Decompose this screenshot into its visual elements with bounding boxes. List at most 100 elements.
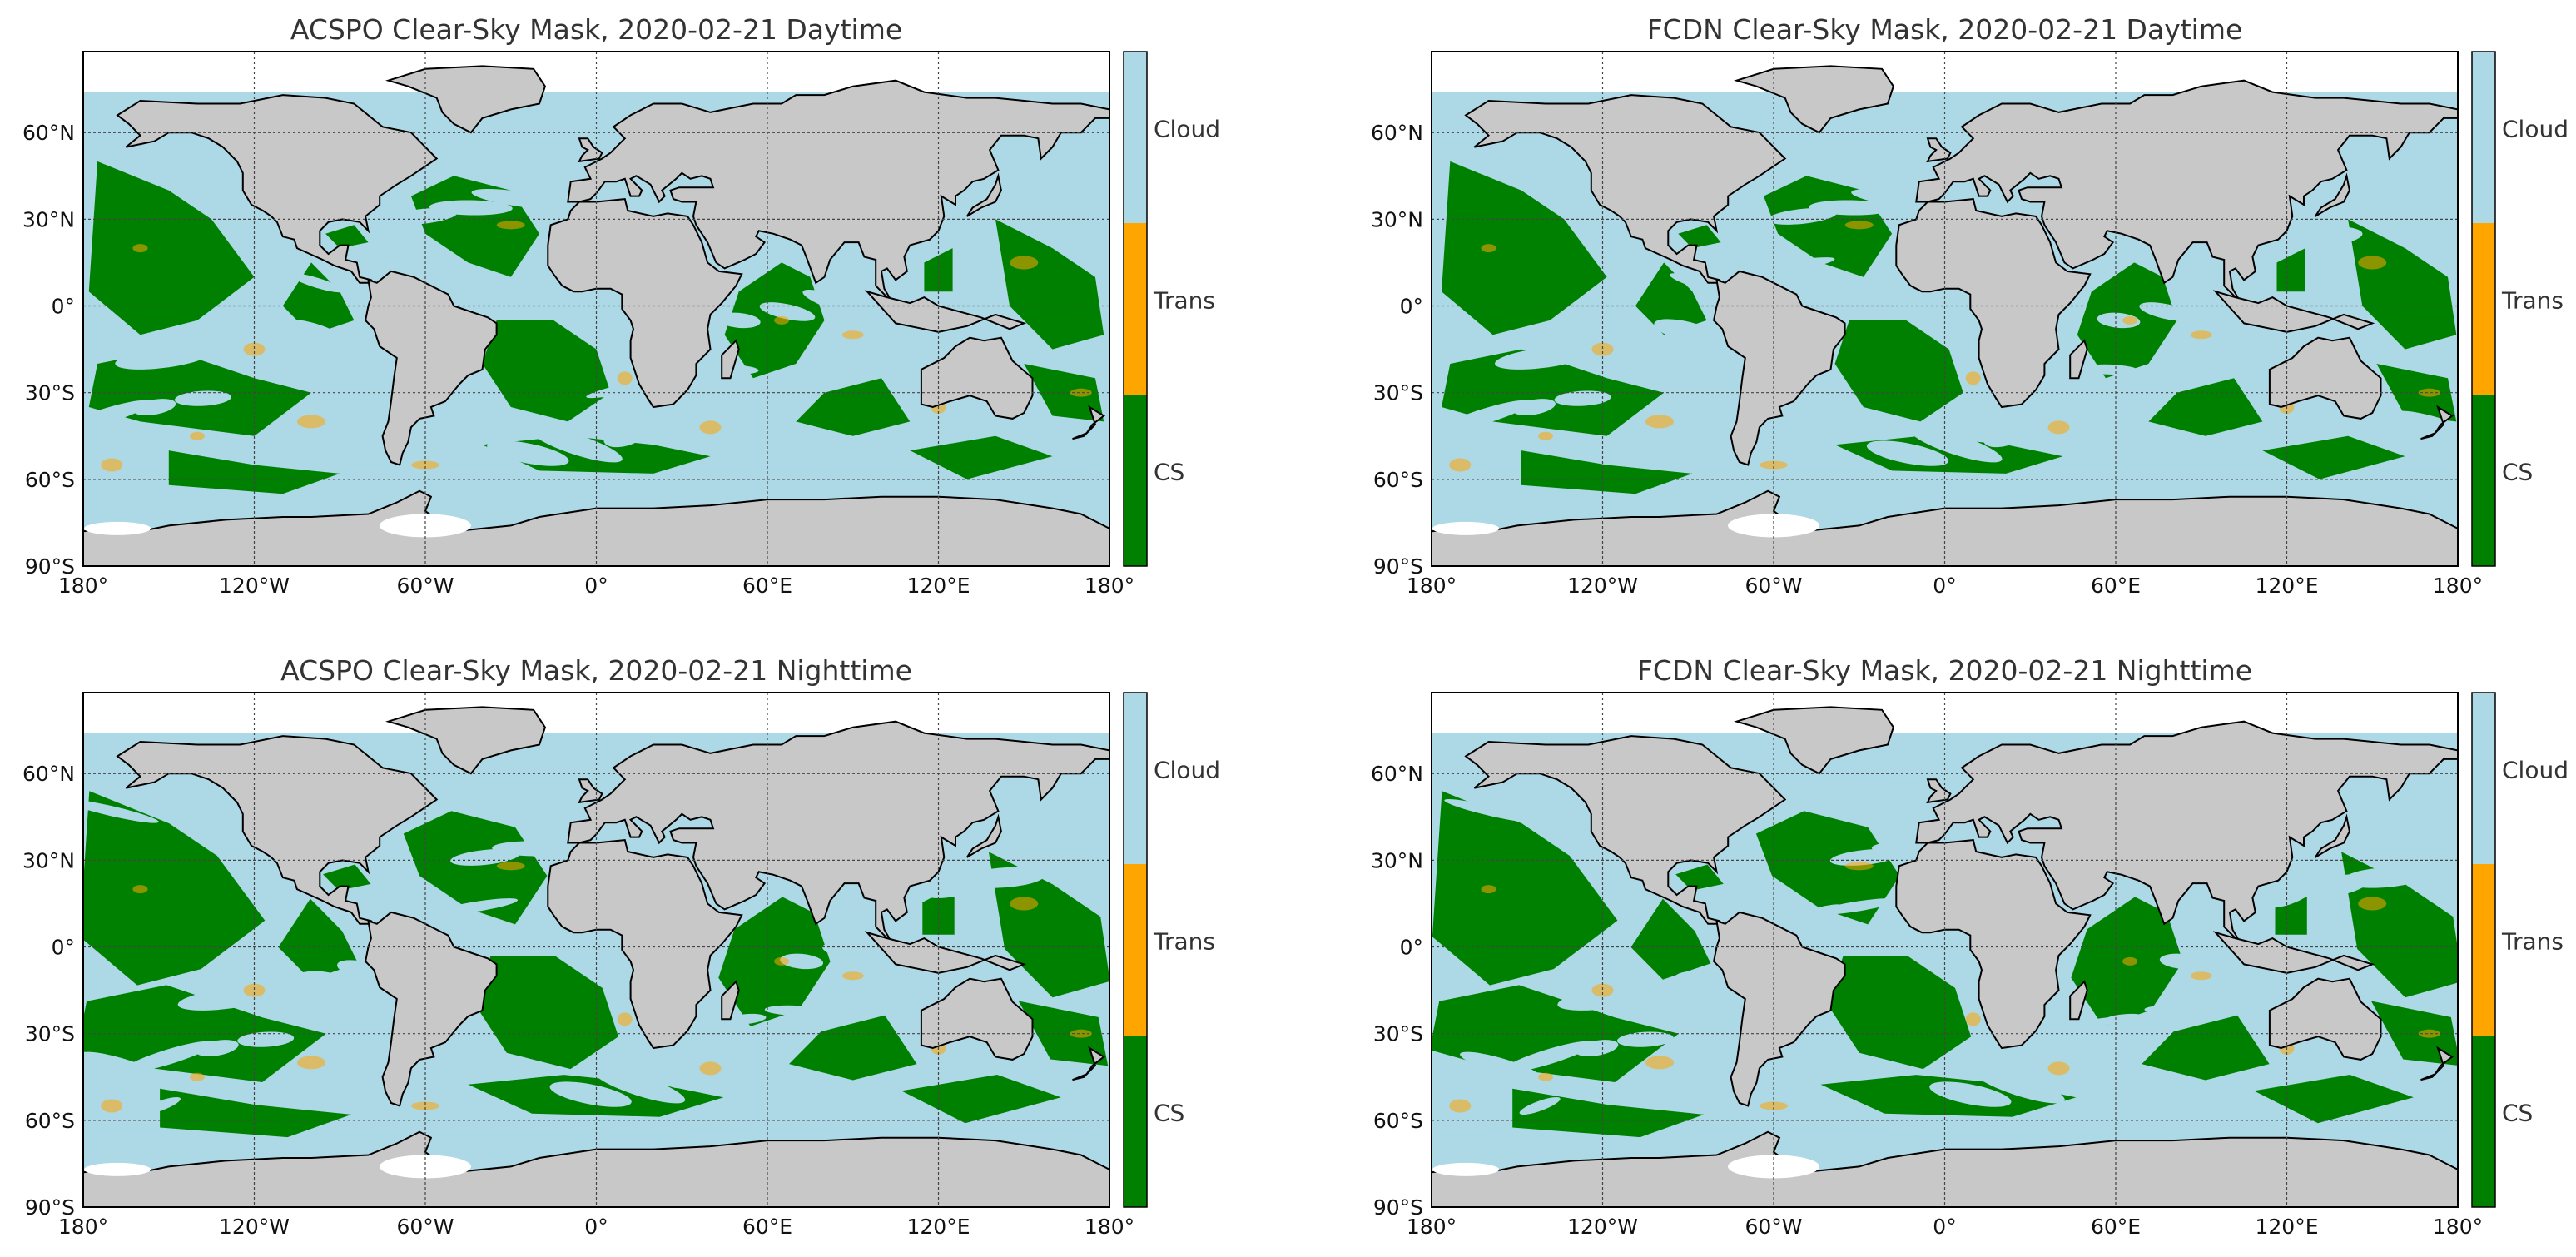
clear-sky-region: [789, 1015, 917, 1081]
transition-patch: [496, 221, 525, 230]
lat-tick-label: 30°S: [1373, 381, 1423, 405]
land-south-america: [1713, 911, 1846, 1107]
map-figure-acspo-night: ACSPO Clear-Sky Mask, 2020-02-21 Nightti…: [22, 654, 1220, 1239]
clear-sky-region: [403, 811, 548, 925]
colorbar-label: Cloud: [2502, 757, 2569, 784]
cloud-streak: [174, 390, 231, 406]
lon-tick-label: 180°: [1085, 1215, 1134, 1239]
colorbar-label: Trans: [2501, 928, 2564, 956]
cloud-streak: [1654, 319, 1723, 345]
land-greenland: [1734, 706, 1895, 775]
transition-patch: [1070, 1029, 1092, 1038]
clear-sky-region: [1827, 956, 1972, 1070]
colorbar-segment: [1124, 52, 1147, 223]
lon-tick-label: 60°E: [2091, 1215, 2141, 1239]
clear-sky-region: [2348, 219, 2457, 350]
lat-tick-label: 90°S: [1373, 554, 1423, 579]
lat-tick-label: 30°N: [1371, 207, 1423, 231]
clear-sky-region: [83, 791, 266, 986]
transition-patch: [2122, 956, 2138, 966]
land-australia: [920, 977, 1034, 1061]
cloud-streak: [471, 189, 568, 210]
transition-patch: [617, 1012, 633, 1026]
lat-tick-label: 30°N: [22, 207, 75, 231]
lon-tick-label: 180°: [2433, 1215, 2483, 1239]
transition-patch: [1591, 983, 1614, 997]
cloud-streak: [780, 953, 824, 970]
ice-shelf-weddell: [1728, 1155, 1819, 1179]
transition-patch: [1760, 460, 1788, 470]
ice-shelf-ross: [84, 1162, 151, 1176]
cloud-streak: [331, 263, 400, 286]
clear-sky-region: [910, 435, 1053, 479]
cloud-streak: [1554, 390, 1611, 406]
transition-patch: [841, 971, 864, 981]
colorbar-frame: [2471, 692, 2496, 1208]
land-indonesia: [2212, 931, 2375, 974]
colorbar-label: CS: [2502, 459, 2533, 486]
colorbar-label: Cloud: [2502, 116, 2569, 143]
cloud-streak: [139, 1096, 181, 1115]
cloud-streak: [2259, 882, 2315, 908]
map-figure-fcdn-night: FCDN Clear-Sky Mask, 2020-02-21 Nighttim…: [1371, 654, 2569, 1239]
cloud-streak: [1494, 346, 1591, 370]
land-japan: [2314, 172, 2350, 217]
cloud-streak: [1020, 812, 1103, 827]
lon-tick-label: 120°E: [906, 574, 970, 598]
clear-sky-region: [1521, 450, 1693, 494]
transition-patch: [496, 862, 525, 871]
clear-sky-region: [1442, 161, 1607, 335]
cloud-streak: [603, 425, 647, 448]
clear-sky-region: [901, 1075, 1061, 1124]
land-indonesia: [864, 931, 1027, 974]
cloud-streak: [2357, 823, 2428, 834]
transition-patch: [1760, 1101, 1788, 1110]
transition-patch: [774, 315, 790, 325]
cloud-streak: [2395, 410, 2458, 439]
clear-sky-region: [474, 956, 618, 1070]
panel-title: FCDN Clear-Sky Mask, 2020-02-21 Nighttim…: [1637, 654, 2252, 687]
lat-tick-label: 30°S: [25, 1022, 75, 1046]
land-south-america: [365, 911, 498, 1107]
land-uk: [578, 778, 603, 804]
land-japan: [2314, 813, 2350, 858]
map-frame: [82, 51, 1110, 567]
clear-sky-region: [796, 378, 911, 436]
cloud-streak: [1460, 1051, 1541, 1080]
cloud-streak: [759, 302, 816, 321]
clear-sky-region: [1630, 898, 1711, 980]
lon-tick-label: 180°: [1407, 1215, 1457, 1239]
map-layers: [1432, 52, 2458, 566]
lon-tick-label: 120°W: [219, 1215, 290, 1239]
cloud-streak: [2379, 158, 2458, 182]
map-frame: [1431, 51, 2459, 567]
cloud-streak: [1851, 189, 1948, 210]
map-figure-acspo-day: ACSPO Clear-Sky Mask, 2020-02-21 Daytime…: [22, 13, 1220, 598]
lon-tick-label: 60°W: [1745, 1215, 1802, 1239]
transition-patch: [1645, 1056, 1674, 1070]
cloud-streak: [822, 943, 878, 962]
colorbar-label: CS: [1154, 459, 1184, 486]
land-north-america: [1464, 94, 1787, 284]
cloud-streak: [115, 346, 211, 370]
cloud-streak: [290, 273, 345, 293]
cloud-streak: [1973, 1067, 2065, 1104]
land-eurasia: [1915, 79, 2458, 304]
clear-sky-region: [1834, 320, 1963, 422]
lat-tick-label: 30°N: [22, 848, 75, 872]
map-panel-fcdn-night: FCDN Clear-Sky Mask, 2020-02-21 Nighttim…: [1348, 641, 2576, 1257]
lon-tick-label: 120°W: [219, 574, 290, 598]
land-north-america: [1464, 735, 1787, 925]
cloud-streak: [435, 898, 519, 915]
clear-sky-region: [2341, 852, 2458, 998]
colorbar-segment: [1124, 395, 1147, 566]
lat-tick-label: 60°N: [22, 762, 75, 786]
transition-patch: [2418, 1029, 2440, 1038]
land-madagascar: [2069, 980, 2088, 1021]
land-africa: [547, 839, 743, 1050]
lat-tick-label: 60°N: [22, 121, 75, 145]
cloud-streak: [372, 257, 455, 274]
ice-shelf-ross: [1432, 521, 1500, 535]
lon-tick-label: 60°W: [1745, 574, 1802, 598]
cloud-streak: [487, 440, 569, 466]
